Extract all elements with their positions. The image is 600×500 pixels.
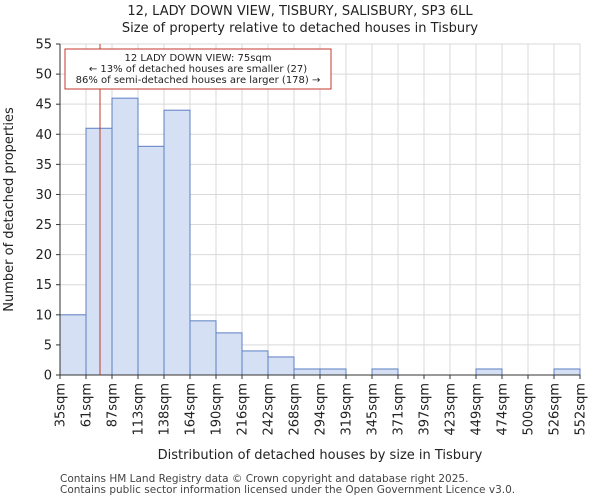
x-tick-label: 500sqm	[522, 383, 537, 436]
x-tick-label: 294sqm	[314, 383, 329, 436]
x-tick-label: 371sqm	[392, 383, 407, 436]
y-tick-label: 10	[35, 308, 52, 323]
bar-layer	[59, 97, 581, 376]
histogram-bar	[241, 350, 269, 376]
y-axis-label: Number of detached properties	[2, 107, 17, 312]
annotation-line: 86% of semi-detached houses are larger (…	[76, 75, 321, 86]
histogram-bar	[371, 368, 399, 376]
y-tick-label: 35	[35, 158, 52, 173]
x-tick-label: 552sqm	[574, 383, 589, 436]
y-tick-label: 5	[44, 338, 52, 353]
histogram-bar	[59, 314, 87, 376]
x-tick-label: 474sqm	[496, 383, 511, 436]
y-tick-label: 45	[35, 98, 52, 113]
x-tick-label: 164sqm	[184, 383, 199, 436]
histogram-bar	[475, 368, 503, 376]
histogram-bar	[553, 368, 581, 376]
x-tick-label: 397sqm	[418, 383, 433, 436]
histogram-bar	[319, 368, 347, 376]
histogram-bar	[163, 109, 191, 376]
y-tick-label: 50	[35, 68, 52, 83]
y-tick-label: 25	[35, 218, 52, 233]
y-tick-label: 40	[35, 128, 52, 143]
footer-line-1: Contains HM Land Registry data © Crown c…	[60, 473, 469, 485]
x-tick-label: 87sqm	[106, 383, 121, 427]
x-tick-label: 345sqm	[366, 383, 381, 436]
y-tick-label: 20	[35, 248, 52, 263]
y-tick-label: 55	[35, 38, 52, 53]
y-tick-label: 0	[44, 369, 52, 384]
histogram-bar	[85, 127, 113, 376]
x-tick-label: 35sqm	[54, 383, 69, 427]
x-tick-label: 190sqm	[210, 383, 225, 436]
x-tick-label: 138sqm	[158, 383, 173, 436]
annotation-line: 12 LADY DOWN VIEW: 75sqm	[124, 53, 271, 64]
histogram-bar	[267, 356, 295, 376]
x-axis-label: Distribution of detached houses by size …	[158, 448, 483, 463]
x-tick-label: 216sqm	[236, 383, 251, 436]
x-tick-label: 242sqm	[262, 383, 277, 436]
x-tick-label: 268sqm	[288, 383, 303, 436]
footer-line-2: Contains public sector information licen…	[60, 484, 516, 496]
axis-layer: 0 5 10 15 20 25 30 35 40 45 50 55 35sqm 61sqm 87sqm 113…	[2, 38, 589, 464]
x-tick-label: 423sqm	[444, 383, 459, 436]
chart-subtitle: Size of property relative to detached ho…	[121, 21, 479, 36]
y-tick-label: 15	[35, 278, 52, 293]
histogram-bar	[189, 320, 217, 376]
annotation-line: ← 13% of detached houses are smaller (27…	[89, 64, 307, 75]
y-tick-label: 30	[35, 188, 52, 203]
x-tick-label: 113sqm	[132, 383, 147, 436]
histogram-bar	[111, 97, 139, 376]
x-tick-label: 526sqm	[548, 383, 563, 436]
histogram-bar	[215, 332, 243, 376]
chart-title: 12, LADY DOWN VIEW, TISBURY, SALISBURY, …	[127, 4, 473, 19]
histogram-bar	[293, 368, 321, 376]
x-tick-label: 61sqm	[80, 383, 95, 427]
x-tick-label: 449sqm	[470, 383, 485, 436]
x-tick-label: 319sqm	[340, 383, 355, 436]
annotation-box	[64, 48, 332, 90]
histogram-bar	[137, 145, 165, 376]
marker-layer: 12 LADY DOWN VIEW: 75sqm← 13% of detache…	[64, 44, 332, 375]
